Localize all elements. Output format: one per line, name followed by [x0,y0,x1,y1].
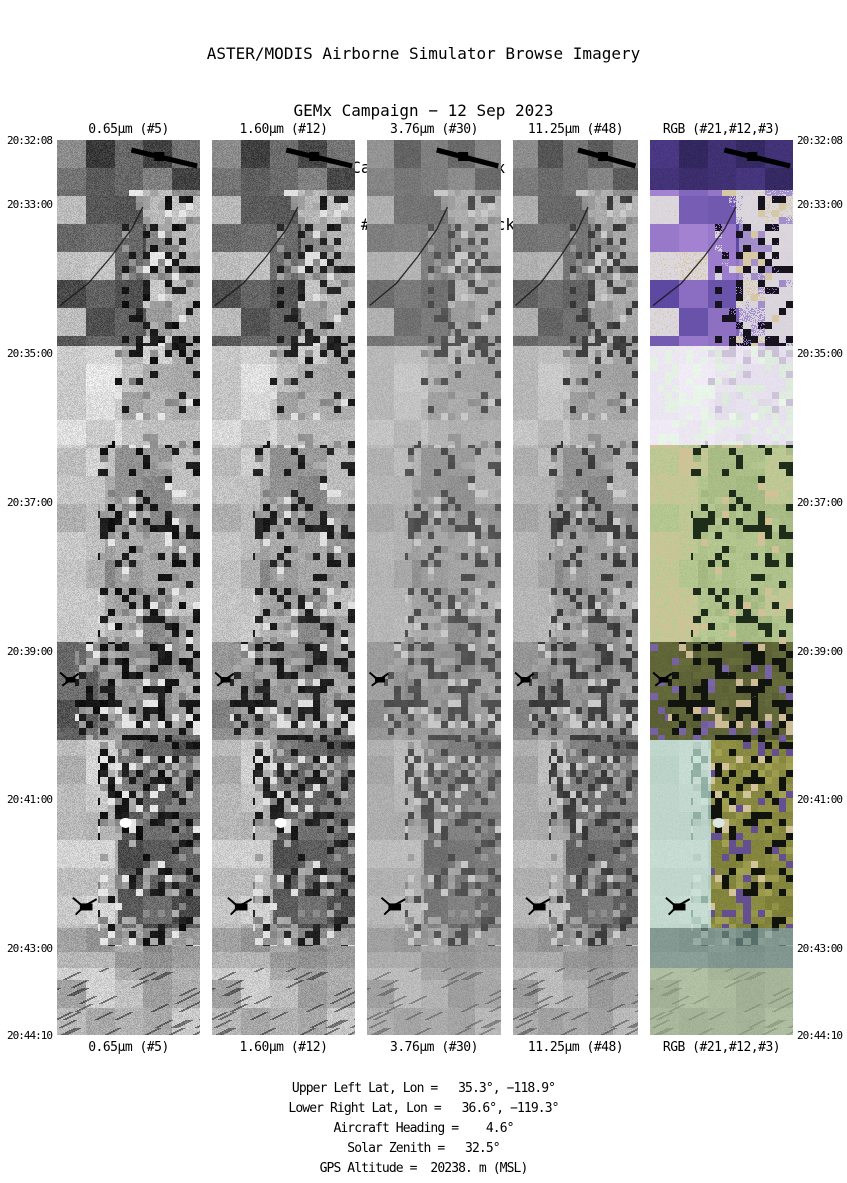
timestamp-right: 20:32:08 [797,134,843,147]
band-label-top-2: 1.60μm (#12) [239,122,328,137]
campaign-date-line: GEMx Campaign − 12 Sep 2023 [293,101,554,120]
timestamp-left: 20:43:00 [7,942,53,956]
timestamp-left: 20:39:00 [7,644,53,658]
image-strip-0.65um [57,140,200,1035]
image-strip-1.60um [212,140,355,1035]
band-label-bottom-4: 11.25μm (#48) [527,1040,624,1055]
timestamp-right: 20:39:00 [797,644,843,658]
band-label-top-4: 11.25μm (#48) [527,122,624,137]
timestamp-right: 20:44:10 [797,1029,843,1042]
image-strip-rgb-composite [650,140,793,1035]
timestamp-left: 20:33:00 [7,198,53,212]
timestamp-right: 20:41:00 [797,793,843,807]
timestamp-right: 20:37:00 [797,495,843,509]
timestamp-right: 20:43:00 [797,942,843,956]
image-strip-11.25um [513,140,638,1035]
page-title: ASTER/MODIS Airborne Simulator Browse Im… [206,44,641,63]
timestamp-right: 20:35:00 [797,347,843,361]
band-label-top-3: 3.76μm (#30) [390,122,478,137]
timestamp-left: 20:44:10 [7,1029,53,1042]
georeference-footer: Upper Left Lat, Lon = 35.3°, −118.9° Low… [0,1079,847,1179]
aircraft-heading: Aircraft Heading = 4.6° [333,1121,514,1136]
timestamp-right: 20:33:00 [797,198,843,212]
timestamp-left: 20:37:00 [7,495,53,509]
band-label-top-rgb: RGB (#21,#12,#3) [662,122,781,137]
band-label-top-1: 0.65μm (#5) [88,122,169,137]
lower-right-latlon: Lower Right Lat, Lon = 36.6°, −119.3° [288,1101,559,1116]
band-label-bottom-2: 1.60μm (#12) [239,1040,328,1055]
band-label-bottom-rgb: RGB (#21,#12,#3) [662,1040,781,1055]
gps-altitude: GPS Altitude = 20238. m (MSL) [319,1161,529,1176]
band-label-bottom-3: 3.76μm (#30) [390,1040,478,1055]
upper-left-latlon: Upper Left Lat, Lon = 35.3°, −118.9° [291,1081,556,1096]
timestamp-left: 20:41:00 [7,793,53,807]
image-strip-3.76um [367,140,501,1035]
band-label-bottom-1: 0.65μm (#5) [88,1040,169,1055]
timestamp-left: 20:35:00 [7,347,53,361]
solar-zenith: Solar Zenith = 32.5° [347,1141,500,1156]
timestamp-left: 20:32:08 [7,134,53,147]
